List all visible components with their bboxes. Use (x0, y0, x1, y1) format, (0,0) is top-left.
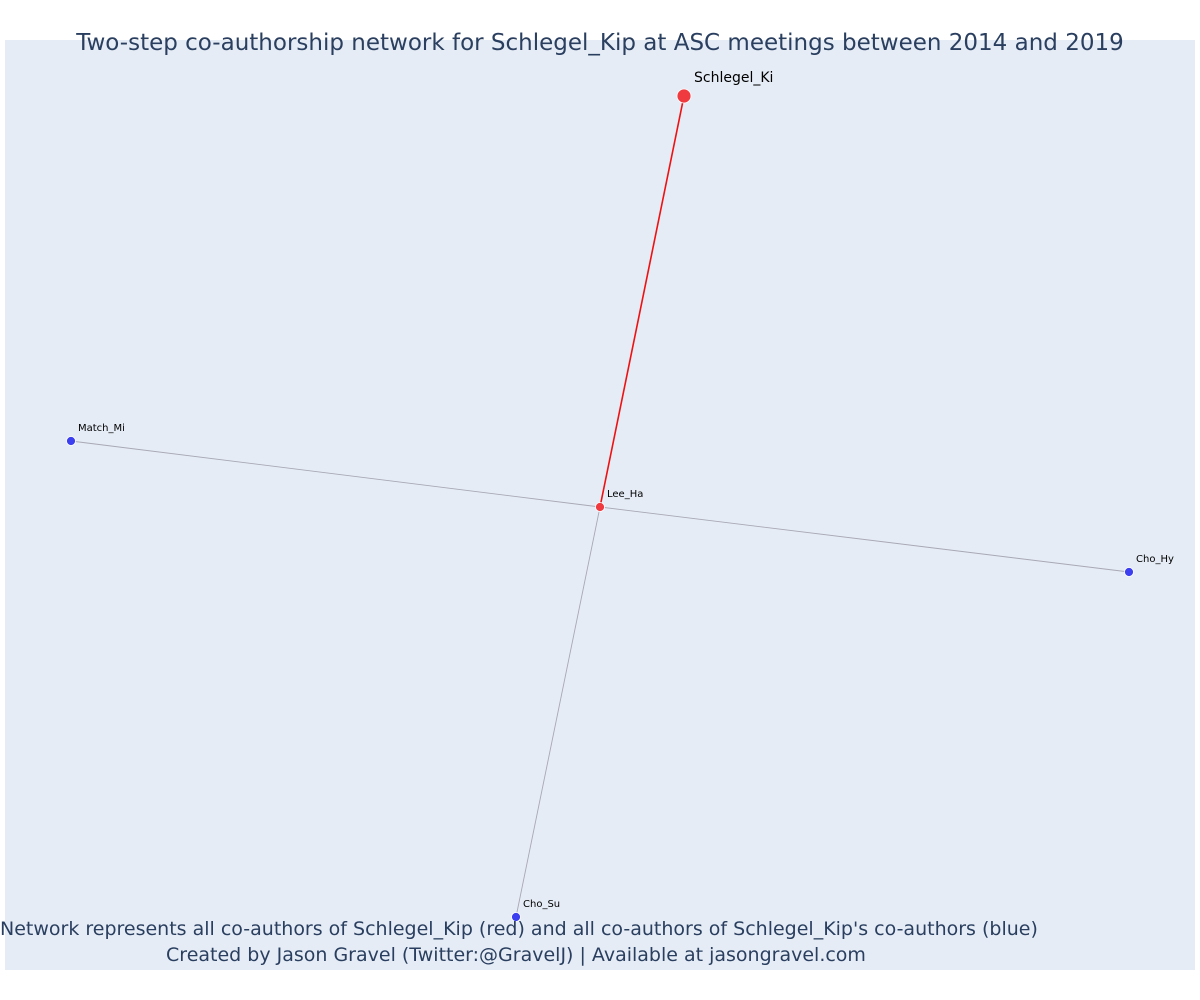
node-label-Cho_Su: Cho_Su (523, 899, 560, 910)
node-label-Lee_Ha: Lee_Ha (607, 489, 643, 500)
node-label-Match_Mi: Match_Mi (78, 423, 125, 434)
chart-title: Two-step co-authorship network for Schle… (76, 30, 1124, 56)
caption-line-2: Created by Jason Gravel (Twitter:@Gravel… (166, 944, 866, 966)
node-Match_Mi[interactable] (66, 436, 76, 446)
nodes-layer (66, 88, 1134, 922)
edge-Schlegel_Ki-Lee_Ha (599, 95, 685, 508)
edge-Lee_Ha-Cho_Hy (599, 506, 1130, 573)
node-Schlegel_Ki[interactable] (676, 88, 692, 104)
edge-Lee_Ha-Cho_Su (515, 506, 601, 918)
node-Cho_Su[interactable] (511, 912, 521, 922)
node-label-Schlegel_Ki: Schlegel_Ki (694, 70, 773, 86)
node-label-Cho_Hy: Cho_Hy (1136, 554, 1174, 565)
caption-line-1: Network represents all co-authors of Sch… (0, 918, 1038, 940)
node-Cho_Hy[interactable] (1124, 567, 1134, 577)
node-Lee_Ha[interactable] (595, 502, 605, 512)
labels-layer: Schlegel_Ki Lee_Ha Match_Mi Cho_Hy Cho_Su (78, 70, 1174, 910)
edge-Lee_Ha-Match_Mi (70, 440, 601, 508)
edges-layer (70, 95, 1130, 918)
